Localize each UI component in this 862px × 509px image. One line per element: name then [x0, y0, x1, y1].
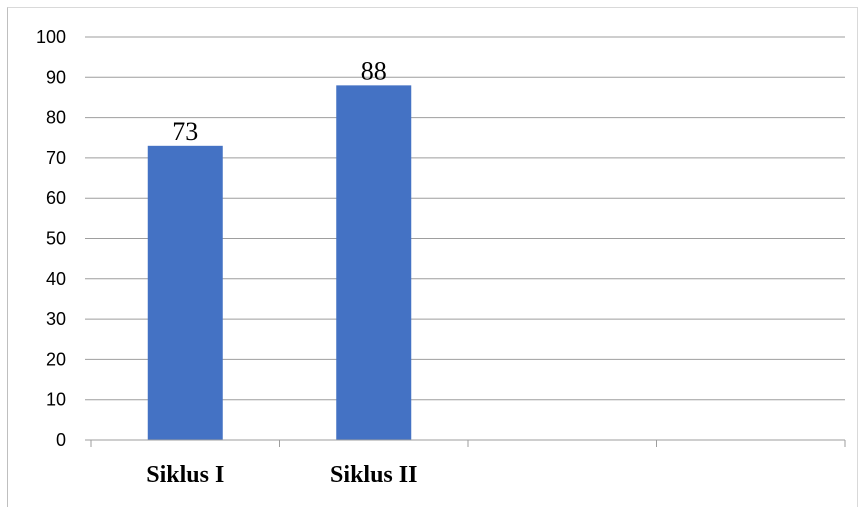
y-tick-label: 40: [46, 269, 66, 289]
category-label: Siklus II: [330, 462, 417, 488]
y-tick-label: 100: [36, 27, 66, 47]
bars: [147, 85, 412, 441]
y-tick-label: 70: [46, 148, 66, 168]
y-tick-label: 90: [46, 67, 66, 87]
y-tick-label: 20: [46, 349, 66, 369]
bar-1: [147, 145, 223, 440]
data-label: 73: [172, 117, 198, 146]
y-tick-label: 0: [56, 430, 66, 450]
axes: [85, 439, 846, 447]
data-label: 88: [361, 56, 387, 85]
y-tick-label: 80: [46, 108, 66, 128]
y-tick-label: 10: [46, 390, 66, 410]
y-tick-label: 60: [46, 188, 66, 208]
labels: 0 10 20 30 40 50 60 70 80 90 100 73 88 Siklus I Siklus…: [36, 27, 418, 488]
y-tick-label: 30: [46, 309, 66, 329]
bar-2: [336, 85, 412, 441]
y-tick-label: 50: [46, 229, 66, 249]
category-label: Siklus I: [146, 462, 224, 488]
